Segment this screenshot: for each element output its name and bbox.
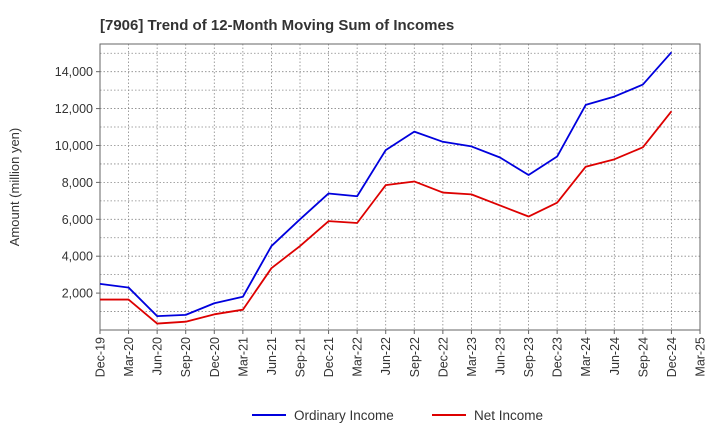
legend-label: Ordinary Income xyxy=(294,408,394,423)
x-tick-label: Dec-24 xyxy=(665,337,679,377)
y-tick-label: 8,000 xyxy=(62,176,93,190)
x-tick-label: Mar-23 xyxy=(465,337,479,377)
y-tick-label: 2,000 xyxy=(62,287,93,301)
y-tick-label: 14,000 xyxy=(55,65,93,79)
y-axis-title: Amount (million yen) xyxy=(7,128,22,247)
x-tick-label: Jun-21 xyxy=(265,337,279,375)
grid-layer xyxy=(100,44,700,330)
x-tick-label: Sep-24 xyxy=(636,337,650,377)
x-tick-label: Sep-20 xyxy=(179,337,193,377)
chart-title: [7906] Trend of 12-Month Moving Sum of I… xyxy=(100,17,454,34)
y-tick-label: 12,000 xyxy=(55,102,93,116)
x-tick-label: Jun-20 xyxy=(151,337,165,375)
x-tick-label: Mar-20 xyxy=(122,337,136,377)
y-tick-label: 10,000 xyxy=(55,139,93,153)
x-tick-label: Dec-20 xyxy=(208,337,222,377)
legend-label: Net Income xyxy=(474,408,543,423)
x-tick-label: Dec-21 xyxy=(322,337,336,377)
series-layer xyxy=(99,51,673,325)
x-tick-label: Mar-22 xyxy=(351,337,365,377)
x-axis: Dec-19 Mar-20 Jun-20 Sep-20 Dec-20 Mar-21 Jun-… xyxy=(94,330,708,377)
x-tick-label: Dec-22 xyxy=(436,337,450,377)
x-tick-label: Sep-22 xyxy=(408,337,422,377)
series-line-net-income xyxy=(100,110,673,325)
x-tick-label: Jun-24 xyxy=(608,337,622,375)
plot-frame xyxy=(99,43,701,331)
legend: Ordinary Income Net Income xyxy=(252,408,543,423)
x-tick-label: Mar-24 xyxy=(579,337,593,377)
series-line-ordinary-income xyxy=(99,51,673,318)
y-axis: 2,000 4,000 6,000 8,000 10,000 12,000 14,000 xyxy=(55,65,100,301)
x-tick-label: Dec-19 xyxy=(94,337,108,377)
x-tick-label: Jun-23 xyxy=(494,337,508,375)
x-tick-label: Sep-21 xyxy=(294,337,308,377)
x-tick-label: Jun-22 xyxy=(379,337,393,375)
x-tick-label: Sep-23 xyxy=(522,337,536,377)
x-tick-label: Mar-21 xyxy=(236,337,250,377)
x-tick-label: Dec-23 xyxy=(551,337,565,377)
y-tick-label: 6,000 xyxy=(62,213,93,227)
y-tick-label: 4,000 xyxy=(62,250,93,264)
x-tick-label: Mar-25 xyxy=(694,337,708,377)
